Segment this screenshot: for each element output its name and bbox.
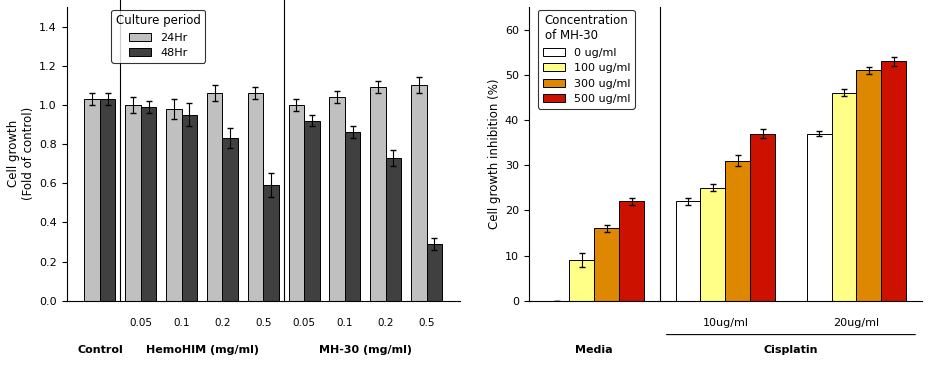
Text: Media: Media bbox=[574, 345, 612, 355]
Bar bbox=[569, 260, 594, 301]
Bar bbox=[263, 185, 278, 301]
Text: 0.05: 0.05 bbox=[129, 318, 152, 328]
Bar bbox=[426, 244, 442, 301]
Bar bbox=[303, 121, 319, 301]
Bar bbox=[881, 61, 906, 301]
Text: 0.1: 0.1 bbox=[336, 318, 353, 328]
Y-axis label: Cell growth inhibition (%): Cell growth inhibition (%) bbox=[487, 79, 500, 229]
Bar bbox=[289, 105, 303, 301]
Bar bbox=[329, 97, 344, 301]
Bar bbox=[619, 201, 643, 301]
Bar bbox=[594, 229, 619, 301]
Text: 0.5: 0.5 bbox=[254, 318, 271, 328]
Text: 0.2: 0.2 bbox=[214, 318, 230, 328]
Bar bbox=[207, 93, 222, 301]
Bar bbox=[725, 161, 750, 301]
Bar bbox=[248, 93, 263, 301]
Bar bbox=[806, 133, 831, 301]
Text: Cisplatin: Cisplatin bbox=[763, 345, 818, 355]
Text: HemoHIM (mg/ml): HemoHIM (mg/ml) bbox=[146, 345, 258, 355]
Text: 10ug/ml: 10ug/ml bbox=[702, 318, 748, 328]
Bar bbox=[166, 109, 181, 301]
Text: 0.05: 0.05 bbox=[292, 318, 316, 328]
Bar bbox=[369, 87, 385, 301]
Bar bbox=[125, 105, 141, 301]
Bar bbox=[750, 133, 774, 301]
Y-axis label: Cell growth
(Fold of control): Cell growth (Fold of control) bbox=[6, 107, 35, 200]
Legend: 0 ug/ml, 100 ug/ml, 300 ug/ml, 500 ug/ml: 0 ug/ml, 100 ug/ml, 300 ug/ml, 500 ug/ml bbox=[537, 9, 634, 109]
Bar bbox=[100, 99, 115, 301]
Bar bbox=[385, 158, 401, 301]
Bar bbox=[410, 85, 426, 301]
Bar bbox=[84, 99, 100, 301]
Bar bbox=[181, 115, 197, 301]
Legend: 24Hr, 48Hr: 24Hr, 48Hr bbox=[111, 9, 205, 62]
Text: 0.1: 0.1 bbox=[174, 318, 189, 328]
Bar bbox=[344, 132, 360, 301]
Bar bbox=[831, 93, 856, 301]
Text: 0.5: 0.5 bbox=[418, 318, 434, 328]
Bar bbox=[856, 70, 881, 301]
Text: 20ug/ml: 20ug/ml bbox=[832, 318, 879, 328]
Text: Control: Control bbox=[77, 345, 122, 355]
Bar bbox=[141, 107, 156, 301]
Bar bbox=[222, 138, 238, 301]
Bar bbox=[675, 201, 700, 301]
Text: 0.2: 0.2 bbox=[377, 318, 393, 328]
Text: MH-30 (mg/ml): MH-30 (mg/ml) bbox=[318, 345, 411, 355]
Bar bbox=[700, 188, 725, 301]
